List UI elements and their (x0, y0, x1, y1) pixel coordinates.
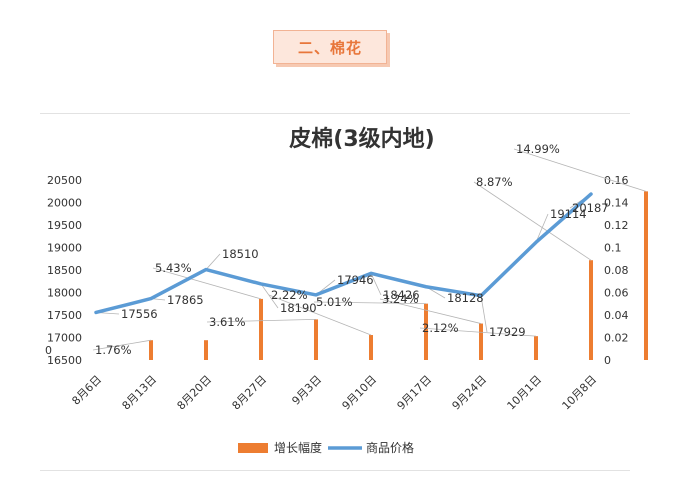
left-tick-label: 20000 (47, 197, 82, 210)
left-tick-label: 19000 (47, 242, 82, 255)
left-tick-label: 18500 (47, 264, 82, 277)
bar (424, 303, 428, 360)
bar-value-label: 8.87% (476, 175, 513, 189)
right-tick-label: 0.16 (604, 174, 629, 187)
callout-line (206, 318, 317, 323)
callout-line (513, 148, 647, 192)
category-label: 10月8日 (560, 373, 600, 413)
line-value-label: 20187 (572, 201, 609, 215)
category-label: 9月17日 (395, 373, 435, 413)
right-tick-label: 0.12 (604, 219, 629, 232)
callout-line (260, 283, 279, 309)
right-tick-label: 0.04 (604, 309, 629, 322)
legend-bar-label: 增长幅度 (274, 440, 322, 455)
category-label: 8月6日 (69, 373, 104, 408)
top-divider (40, 113, 630, 114)
bar-value-label: 3.61% (209, 315, 246, 329)
category-label: 9月10日 (340, 373, 380, 413)
callout-line (419, 327, 537, 337)
bar-value-label: 2.22% (271, 288, 308, 302)
callout-line (268, 294, 372, 336)
bar (314, 319, 318, 360)
bar (204, 340, 208, 360)
bar (479, 323, 483, 360)
bar-value-label: 5.01% (316, 295, 353, 309)
bottom-divider (40, 470, 630, 471)
callout-line (313, 301, 427, 305)
left-tick-label: 19500 (47, 219, 82, 232)
callout-line (535, 213, 549, 243)
left-tick-label: 18000 (47, 287, 82, 300)
left-tick-label: 20500 (47, 174, 82, 187)
legend-bar-swatch (238, 443, 268, 453)
right-tick-label: 0.08 (604, 264, 629, 277)
chart-title: 皮棉(3级内地) (289, 126, 434, 152)
right-axis: 0 0.02 0.04 0.06 0.08 0.1 0.12 0.14 0.16 (604, 174, 629, 367)
category-label: 9月24日 (450, 373, 490, 413)
line-value-label: 18190 (280, 301, 317, 315)
data-labels: 1.76% 5.43% 3.61% 2.22% 5.01% 3.24% 2.12% 8.87%… (95, 142, 609, 357)
category-label: 8月27日 (230, 373, 270, 413)
bar (149, 340, 153, 360)
line-value-label: 19114 (550, 207, 587, 221)
line-value-label: 17946 (337, 273, 374, 287)
bar (259, 298, 263, 360)
line-series (94, 192, 593, 315)
line-value-label: 17556 (121, 307, 158, 321)
callout-line (480, 295, 488, 333)
category-label: 8月20日 (175, 373, 215, 413)
bar-value-label: 1.76% (95, 343, 132, 357)
right-tick-label: 0 (604, 354, 611, 367)
price-line (94, 192, 593, 315)
bar-value-label: 3.24% (382, 292, 419, 306)
legend: 增长幅度 商品价格 (238, 440, 414, 455)
callout-line (473, 181, 592, 261)
line-value-label: 18128 (447, 291, 484, 305)
bar (589, 260, 593, 360)
right-tick-label: 0.06 (604, 287, 629, 300)
right-tick-label: 0.02 (604, 332, 629, 345)
callout-line (370, 273, 382, 296)
line-value-label: 17929 (489, 325, 526, 339)
left-tick-label: 16500 (47, 354, 82, 367)
callout-lines (92, 148, 647, 351)
bar (644, 191, 648, 360)
left-tick-label: 17000 (47, 332, 82, 345)
left-tick-label: 17500 (47, 309, 82, 322)
right-tick-label: 0.1 (604, 242, 622, 255)
left-zero-label: 0 (45, 344, 52, 357)
callout-line (205, 253, 221, 270)
category-label: 10月1日 (505, 373, 545, 413)
line-value-label: 18510 (222, 247, 259, 261)
callout-line (92, 339, 152, 351)
line-value-label: 17865 (167, 293, 204, 307)
left-axis: 16500 17000 17500 18000 18500 19000 19500 20000… (45, 174, 82, 367)
category-axis: 8月6日 8月13日 8月20日 8月27日 9月3日 9月10日 9月17日 9月24日 10… (69, 373, 599, 413)
bar (369, 335, 373, 360)
bar-value-label: 5.43% (155, 261, 192, 275)
category-label: 8月13日 (120, 373, 160, 413)
bar-series (149, 191, 648, 360)
section-tag: 二、棉花 (273, 30, 387, 64)
bar-value-label: 14.99% (516, 142, 560, 156)
callout-line (152, 267, 262, 300)
legend-line-label: 商品价格 (366, 440, 414, 455)
bar (534, 336, 538, 360)
right-tick-label: 0.14 (604, 197, 629, 210)
category-label: 9月3日 (289, 373, 324, 408)
callout-line (379, 298, 482, 324)
bar-value-label: 2.12% (422, 321, 459, 335)
line-value-label: 18426 (383, 288, 420, 302)
